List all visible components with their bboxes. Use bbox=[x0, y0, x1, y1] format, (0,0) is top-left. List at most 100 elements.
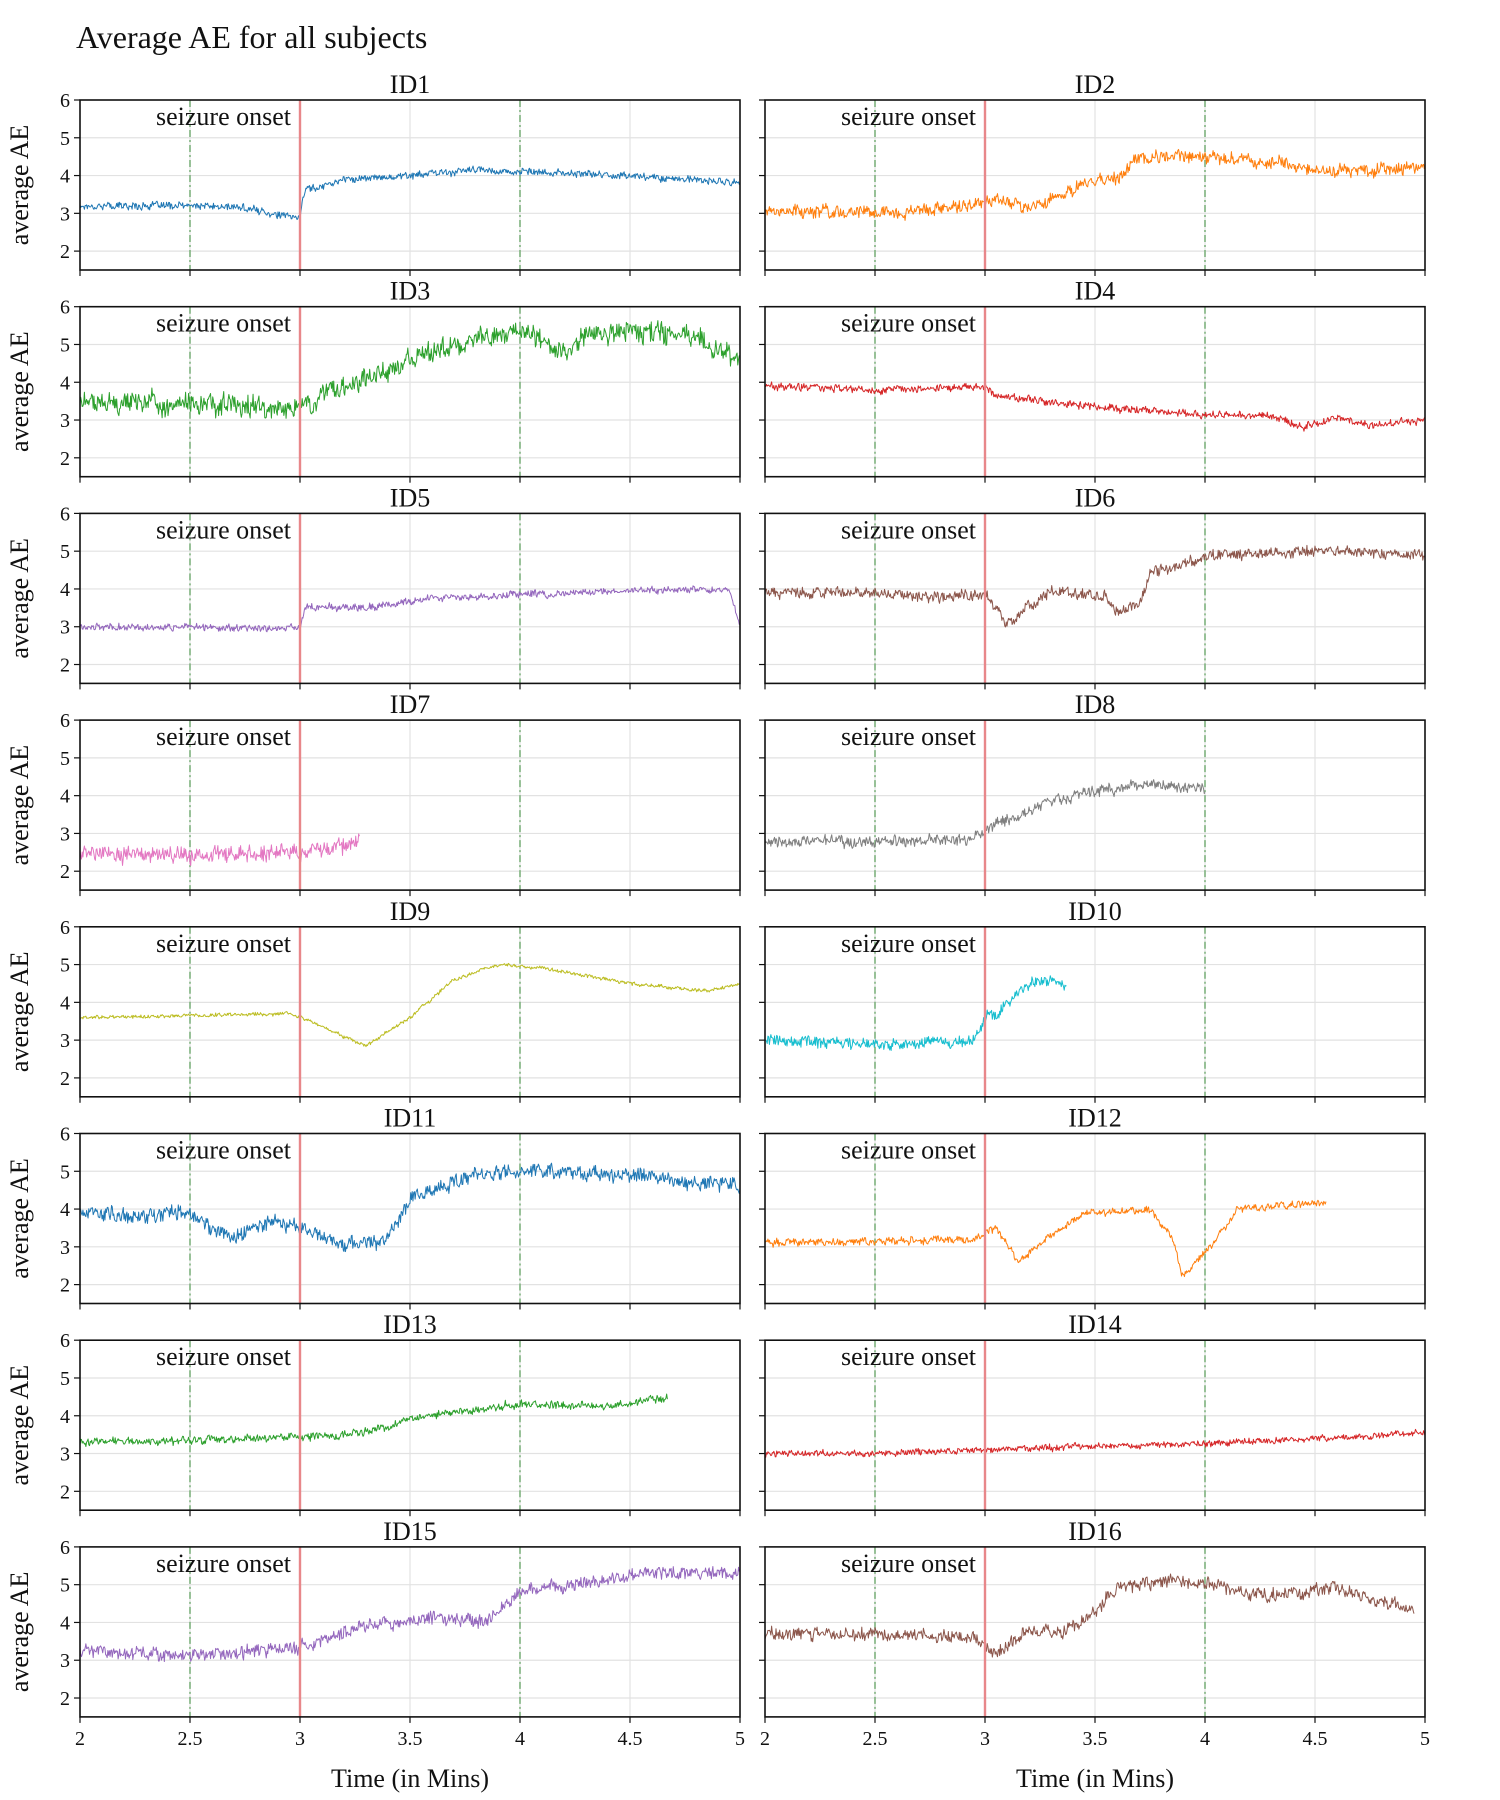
panel-id12: seizure onset ID12 bbox=[759, 1104, 1426, 1310]
y-tick-label: 4 bbox=[60, 1612, 70, 1634]
y-tick-label: 2 bbox=[60, 1481, 70, 1503]
x-tick-label: 3.5 bbox=[398, 1728, 423, 1750]
x-tick-label: 4.5 bbox=[618, 1728, 643, 1750]
y-tick-label: 6 bbox=[60, 1330, 70, 1352]
panel-id9: seizure onset ID9 2 3 4 5 6 average AE bbox=[5, 897, 741, 1103]
y-axis-label: average AE bbox=[5, 952, 34, 1073]
y-axis-label: average AE bbox=[5, 745, 34, 866]
panel-id1: seizure onset ID1 2 3 4 5 6 average AE bbox=[5, 70, 741, 276]
series-line-id15 bbox=[79, 1566, 741, 1663]
y-tick-label: 6 bbox=[60, 297, 70, 319]
onset-label: seizure onset bbox=[156, 1136, 292, 1165]
x-tick-label: 4.5 bbox=[1303, 1728, 1328, 1750]
panel-id8: seizure onset ID8 bbox=[759, 690, 1426, 897]
x-tick-label: 2 bbox=[760, 1728, 770, 1750]
onset-label: seizure onset bbox=[841, 309, 977, 338]
panel-title: ID14 bbox=[1068, 1310, 1121, 1339]
panel-id15: seizure onset ID15 2 3 4 5 6 2 2.5 3 3.5 4 4.5 5 avera… bbox=[5, 1517, 745, 1793]
y-tick-label: 2 bbox=[60, 1275, 70, 1297]
panel-id3: seizure onset ID3 2 3 4 5 6 average AE bbox=[5, 277, 741, 483]
figure-title: Average AE for all subjects bbox=[76, 19, 427, 55]
series-line-id6 bbox=[764, 544, 1426, 628]
panel-title: ID12 bbox=[1068, 1104, 1121, 1133]
x-tick-label: 5 bbox=[735, 1728, 745, 1750]
y-tick-label: 4 bbox=[60, 579, 70, 601]
y-axis-label: average AE bbox=[5, 1365, 34, 1486]
y-tick-label: 6 bbox=[60, 503, 70, 525]
y-tick-label: 3 bbox=[60, 203, 70, 225]
x-tick-label: 2.5 bbox=[863, 1728, 888, 1750]
onset-label: seizure onset bbox=[841, 929, 977, 958]
series-line-id7 bbox=[79, 833, 360, 866]
series-line-id9 bbox=[79, 962, 741, 1048]
onset-label: seizure onset bbox=[156, 1342, 292, 1371]
x-axis-label: Time (in Mins) bbox=[1016, 1764, 1174, 1793]
y-tick-label: 2 bbox=[60, 1068, 70, 1090]
y-tick-label: 3 bbox=[60, 1444, 70, 1466]
series-line-id5 bbox=[79, 585, 741, 633]
panel-id6: seizure onset ID6 bbox=[759, 483, 1426, 690]
series-line-id4 bbox=[764, 381, 1426, 432]
series-line-id13 bbox=[79, 1393, 668, 1448]
y-tick-label: 6 bbox=[60, 917, 70, 939]
y-tick-label: 3 bbox=[60, 1030, 70, 1052]
x-tick-label: 2 bbox=[75, 1728, 85, 1750]
x-tick-label: 3.5 bbox=[1083, 1728, 1108, 1750]
onset-label: seizure onset bbox=[841, 102, 977, 131]
y-tick-label: 2 bbox=[60, 1688, 70, 1710]
x-tick-label: 4 bbox=[515, 1728, 525, 1750]
series-line-id1 bbox=[79, 165, 741, 221]
y-tick-label: 5 bbox=[60, 748, 70, 770]
panel-id4: seizure onset ID4 bbox=[759, 277, 1426, 483]
y-tick-label: 4 bbox=[60, 372, 70, 394]
series-line-id12 bbox=[764, 1199, 1327, 1278]
onset-label: seizure onset bbox=[156, 722, 292, 751]
panel-title: ID8 bbox=[1075, 690, 1115, 719]
series-line-id14 bbox=[764, 1428, 1426, 1458]
y-tick-label: 6 bbox=[60, 1537, 70, 1559]
y-tick-label: 3 bbox=[60, 1650, 70, 1672]
y-tick-label: 5 bbox=[60, 541, 70, 563]
y-axis-label: average AE bbox=[5, 1158, 34, 1279]
panel-id7: seizure onset ID7 2 3 4 5 6 average AE bbox=[5, 690, 741, 897]
y-axis-label: average AE bbox=[5, 331, 34, 452]
y-axis-label: average AE bbox=[5, 1572, 34, 1693]
series-line-id11 bbox=[79, 1162, 741, 1253]
panel-id11: seizure onset ID11 2 3 4 5 6 average AE bbox=[5, 1104, 741, 1310]
x-axis-label: Time (in Mins) bbox=[331, 1764, 489, 1793]
y-tick-label: 4 bbox=[60, 166, 70, 188]
y-tick-label: 5 bbox=[60, 955, 70, 977]
y-tick-label: 5 bbox=[60, 1161, 70, 1183]
onset-label: seizure onset bbox=[841, 515, 977, 544]
y-tick-label: 3 bbox=[60, 823, 70, 845]
panel-title: ID3 bbox=[390, 277, 430, 306]
panel-title: ID4 bbox=[1075, 277, 1115, 306]
onset-label: seizure onset bbox=[841, 1136, 977, 1165]
panel-title: ID11 bbox=[384, 1104, 436, 1133]
y-tick-label: 4 bbox=[60, 786, 70, 808]
y-tick-label: 3 bbox=[60, 1237, 70, 1259]
panel-id10: seizure onset ID10 bbox=[759, 897, 1426, 1103]
panel-title: ID6 bbox=[1075, 483, 1115, 512]
onset-label: seizure onset bbox=[156, 929, 292, 958]
panel-title: ID15 bbox=[383, 1517, 436, 1546]
panel-id16: seizure onset ID16 2 2.5 3 3.5 4 4.5 5 Time (in M… bbox=[759, 1517, 1430, 1793]
y-tick-label: 3 bbox=[60, 617, 70, 639]
y-tick-label: 2 bbox=[60, 448, 70, 470]
y-tick-label: 2 bbox=[60, 655, 70, 677]
panel-title: ID5 bbox=[390, 483, 430, 512]
onset-label: seizure onset bbox=[841, 1549, 977, 1578]
y-tick-label: 5 bbox=[60, 128, 70, 150]
panel-title: ID10 bbox=[1068, 897, 1121, 926]
panel-title: ID7 bbox=[390, 690, 430, 719]
y-axis-label: average AE bbox=[5, 125, 34, 246]
y-tick-label: 3 bbox=[60, 410, 70, 432]
y-tick-label: 4 bbox=[60, 992, 70, 1014]
y-axis-label: average AE bbox=[5, 538, 34, 659]
panel-title: ID1 bbox=[390, 70, 430, 99]
panel-title: ID13 bbox=[383, 1310, 436, 1339]
onset-label: seizure onset bbox=[156, 102, 292, 131]
series-line-id2 bbox=[764, 148, 1426, 221]
